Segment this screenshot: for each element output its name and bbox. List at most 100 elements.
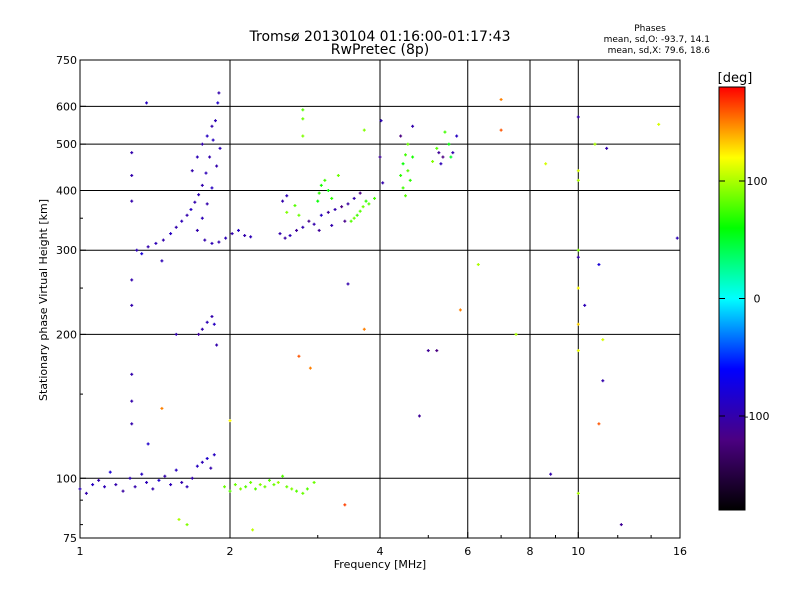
data-point [239,487,243,491]
data-point [362,128,366,132]
x-tick-label: 6 [464,545,471,558]
data-point [593,142,597,146]
data-point [340,205,344,209]
data-point [267,478,271,482]
data-point [308,366,312,370]
data-point [249,235,253,239]
data-point [205,456,209,460]
data-point [343,503,347,507]
data-point [352,196,356,200]
data-point [576,349,580,353]
data-point [263,485,267,489]
data-point [399,134,403,138]
data-point [174,225,178,229]
data-point [458,308,462,312]
data-point [455,134,459,138]
data-point [301,134,305,138]
data-point [326,188,330,192]
data-point [230,232,234,236]
data-point [576,248,580,252]
data-point [130,422,134,426]
data-point [200,327,204,331]
data-point [406,169,410,173]
data-point [204,171,208,175]
data-point [233,483,237,487]
data-point [576,169,580,173]
data-point [406,142,410,146]
data-point [154,241,158,245]
data-point [253,487,257,491]
data-point [203,238,207,242]
data-point [295,228,299,232]
data-point [361,205,365,209]
data-point [215,343,219,347]
data-point [145,480,149,484]
data-point [323,178,327,182]
data-point [218,146,222,150]
data-point [185,485,189,489]
data-point [205,320,209,324]
data-points [78,91,679,532]
data-point [200,216,204,220]
data-point [140,472,144,476]
data-point [317,191,321,195]
data-point [103,485,107,489]
data-point [401,162,405,166]
data-point [330,223,334,227]
data-point [411,155,415,159]
data-point [295,489,299,493]
y-tick-label: 300 [56,244,77,257]
data-point [576,115,580,119]
data-point [209,466,213,470]
data-point [210,314,214,318]
data-point [249,480,253,484]
data-point [278,232,282,236]
data-point [157,478,161,482]
x-tick-label: 4 [377,545,384,558]
data-point [346,282,350,286]
colorbar-label: [deg] [718,71,753,86]
data-point [437,151,441,155]
data-point [190,169,194,173]
data-point [97,478,101,482]
y-tick-label: 500 [56,138,77,151]
data-point [597,263,601,267]
x-axis-ticks: 1 2 4 6 8 10 16 [77,532,687,558]
data-point [301,108,305,112]
data-point [215,164,219,168]
data-point [358,191,362,195]
data-point [301,491,305,495]
data-point [91,483,95,487]
chart-title-line2: RwPretec (8p) [331,42,429,58]
data-point [349,219,353,223]
data-point [130,399,134,403]
data-point [657,122,661,126]
data-point [283,236,287,240]
data-point [185,523,189,527]
data-point [605,146,609,150]
data-point [362,327,366,331]
data-point [305,487,309,491]
data-point [367,202,371,206]
data-point [130,278,134,282]
data-point [135,248,139,252]
data-point [597,422,601,426]
data-point [499,128,503,132]
data-point [195,155,199,159]
data-point [281,199,285,203]
data-point [210,241,214,245]
data-point [243,234,247,238]
data-point [403,153,407,157]
y-tick-label: 400 [56,184,77,197]
data-point [285,485,289,489]
data-point [258,483,262,487]
data-point [200,183,204,187]
data-point [169,232,173,236]
data-point [441,155,445,159]
data-point [121,489,125,493]
data-point [549,472,553,476]
data-point [439,162,443,166]
data-point [319,213,323,217]
data-point [151,487,155,491]
data-point [417,414,421,418]
